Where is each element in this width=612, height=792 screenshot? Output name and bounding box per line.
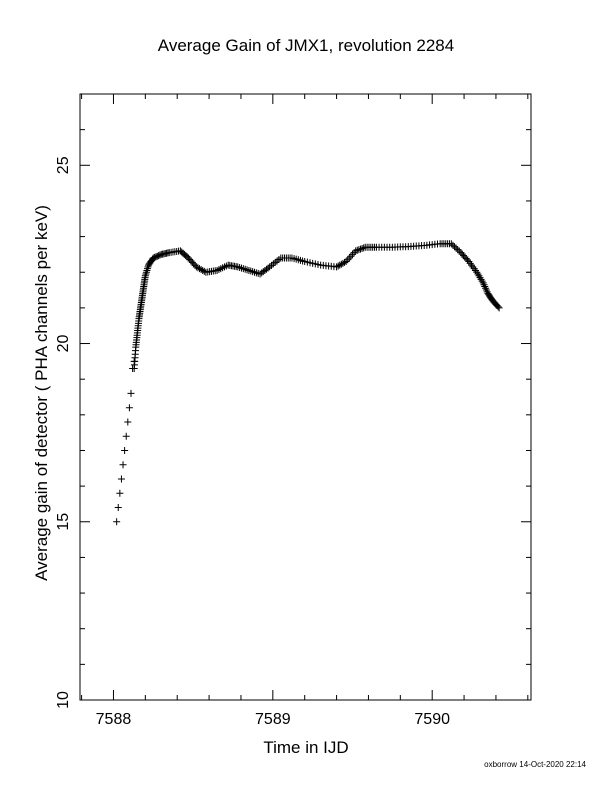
y-axis-label: Average gain of detector ( PHA channels … — [32, 205, 51, 581]
data-point-marker — [337, 260, 345, 268]
data-point-marker — [353, 246, 361, 254]
data-point-marker — [477, 275, 485, 283]
data-point-marker — [479, 279, 487, 287]
data-point-marker — [271, 258, 279, 266]
data-point-marker — [273, 257, 281, 265]
data-point-marker — [121, 446, 129, 454]
data-point-marker — [471, 266, 479, 274]
data-point-marker — [452, 244, 460, 252]
data-point-marker — [241, 265, 249, 273]
data-point-marker — [360, 244, 368, 252]
data-point-marker — [355, 246, 363, 254]
data-point-marker — [480, 281, 488, 289]
data-point-marker — [116, 489, 124, 497]
data-point-marker — [347, 252, 355, 260]
data-point-marker — [251, 268, 259, 276]
data-point-marker — [194, 264, 202, 272]
data-point-marker — [336, 261, 344, 269]
data-point-marker — [125, 404, 133, 412]
data-point-marker — [142, 268, 150, 276]
data-point-marker — [342, 258, 350, 266]
x-tick-label: 7590 — [414, 711, 450, 728]
data-point-marker — [466, 259, 474, 267]
data-point-marker — [495, 304, 503, 312]
data-point-marker — [254, 269, 262, 277]
tick-label-layer: 7588 7589 7590 10 15 20 25 — [55, 156, 450, 728]
data-point-marker — [234, 263, 242, 271]
data-point-marker — [275, 255, 283, 263]
data-point-marker — [475, 272, 483, 280]
data-point-marker — [483, 288, 491, 296]
data-point-marker — [199, 266, 207, 274]
tick-layer — [80, 93, 531, 701]
data-point-marker — [482, 284, 490, 292]
y-tick-label: 20 — [55, 335, 72, 353]
data-point-marker — [119, 461, 127, 469]
data-point-marker — [481, 282, 489, 290]
data-point-marker — [349, 250, 357, 258]
data-point-marker — [113, 518, 121, 526]
plot-frame — [79, 93, 532, 701]
data-point-marker — [127, 389, 135, 397]
data-point-marker — [124, 418, 132, 426]
data-point-marker — [352, 247, 360, 255]
data-point-marker — [473, 268, 481, 276]
data-point-marker — [247, 267, 255, 275]
data-point-marker — [243, 266, 251, 274]
data-point-marker — [476, 274, 484, 282]
data-point-marker — [339, 259, 347, 267]
y-tick-label: 10 — [55, 691, 72, 709]
data-point-marker — [345, 254, 353, 262]
data-point-marker — [249, 268, 257, 276]
data-point-marker — [192, 263, 200, 271]
data-point-marker — [334, 262, 342, 270]
data-point-marker — [141, 272, 149, 280]
data-point-marker — [333, 263, 341, 271]
data-point-marker — [114, 504, 122, 512]
data-point-marker — [269, 260, 277, 268]
data-point-marker — [447, 240, 455, 248]
data-point-marker — [455, 247, 463, 255]
marker-layer — [113, 240, 503, 526]
data-point-marker — [482, 286, 490, 294]
data-point-marker — [196, 265, 204, 273]
data-point-marker — [474, 270, 482, 278]
y-tick-label: 15 — [55, 513, 72, 531]
data-point-marker — [465, 258, 473, 266]
x-axis-label: Time in IJD — [263, 738, 349, 757]
chart-title: Average Gain of JMX1, revolution 2284 — [157, 36, 455, 55]
data-point-marker — [122, 432, 130, 440]
data-point-marker — [478, 277, 486, 285]
data-point-marker — [494, 303, 502, 311]
data-point-marker — [358, 244, 366, 252]
x-tick-label: 7589 — [255, 711, 291, 728]
data-point-marker — [449, 241, 457, 249]
data-point-marker — [239, 265, 247, 273]
data-point-marker — [143, 265, 151, 273]
y-tick-label: 25 — [55, 156, 72, 174]
data-point-marker — [470, 265, 478, 273]
data-point-marker — [356, 245, 364, 253]
data-point-marker — [236, 263, 244, 271]
data-point-marker — [144, 263, 152, 271]
data-point-marker — [237, 264, 245, 272]
data-point-marker — [245, 266, 253, 274]
data-point-marker — [117, 475, 125, 483]
data-point-marker — [197, 266, 205, 274]
x-tick-label: 7588 — [96, 711, 132, 728]
data-point-marker — [469, 263, 477, 271]
data-point-marker — [451, 243, 459, 251]
data-point-marker — [468, 261, 476, 269]
data-point-marker — [143, 266, 151, 274]
data-point-marker — [344, 256, 352, 264]
footer-stamp: oxborrow 14-Oct-2020 22:14 — [484, 760, 586, 769]
data-point-marker — [142, 270, 150, 278]
data-point-marker — [454, 246, 462, 254]
